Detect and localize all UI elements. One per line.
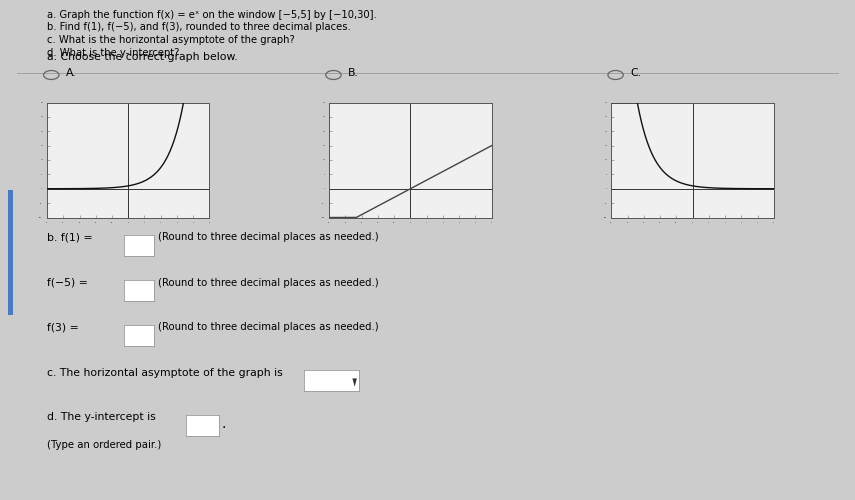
Text: c. What is the horizontal asymptote of the graph?: c. What is the horizontal asymptote of t… [47, 35, 295, 45]
Polygon shape [352, 378, 357, 387]
Text: d. The y-intercept is: d. The y-intercept is [47, 412, 156, 422]
Text: (Round to three decimal places as needed.): (Round to three decimal places as needed… [158, 278, 379, 287]
Text: (Type an ordered pair.): (Type an ordered pair.) [47, 440, 162, 450]
Text: .: . [221, 416, 226, 430]
Text: f(−5) =: f(−5) = [47, 278, 88, 287]
Text: b. Find f(1), f(−5), and f(3), rounded to three decimal places.: b. Find f(1), f(−5), and f(3), rounded t… [47, 22, 351, 32]
Text: (Round to three decimal places as needed.): (Round to three decimal places as needed… [158, 232, 379, 242]
Text: f(3) =: f(3) = [47, 322, 79, 332]
Text: C.: C. [630, 68, 641, 78]
Text: a. Graph the function f(x) = eˣ on the window [−5,5] by [−10,30].: a. Graph the function f(x) = eˣ on the w… [47, 10, 377, 20]
Text: (Round to three decimal places as needed.): (Round to three decimal places as needed… [158, 322, 379, 332]
Text: B.: B. [348, 68, 359, 78]
Text: a. Choose the correct graph below.: a. Choose the correct graph below. [47, 52, 238, 62]
Text: d. What is the y-intercept?: d. What is the y-intercept? [47, 48, 180, 58]
Text: b. f(1) =: b. f(1) = [47, 232, 92, 242]
Text: A.: A. [66, 68, 76, 78]
Text: c. The horizontal asymptote of the graph is: c. The horizontal asymptote of the graph… [47, 368, 283, 378]
